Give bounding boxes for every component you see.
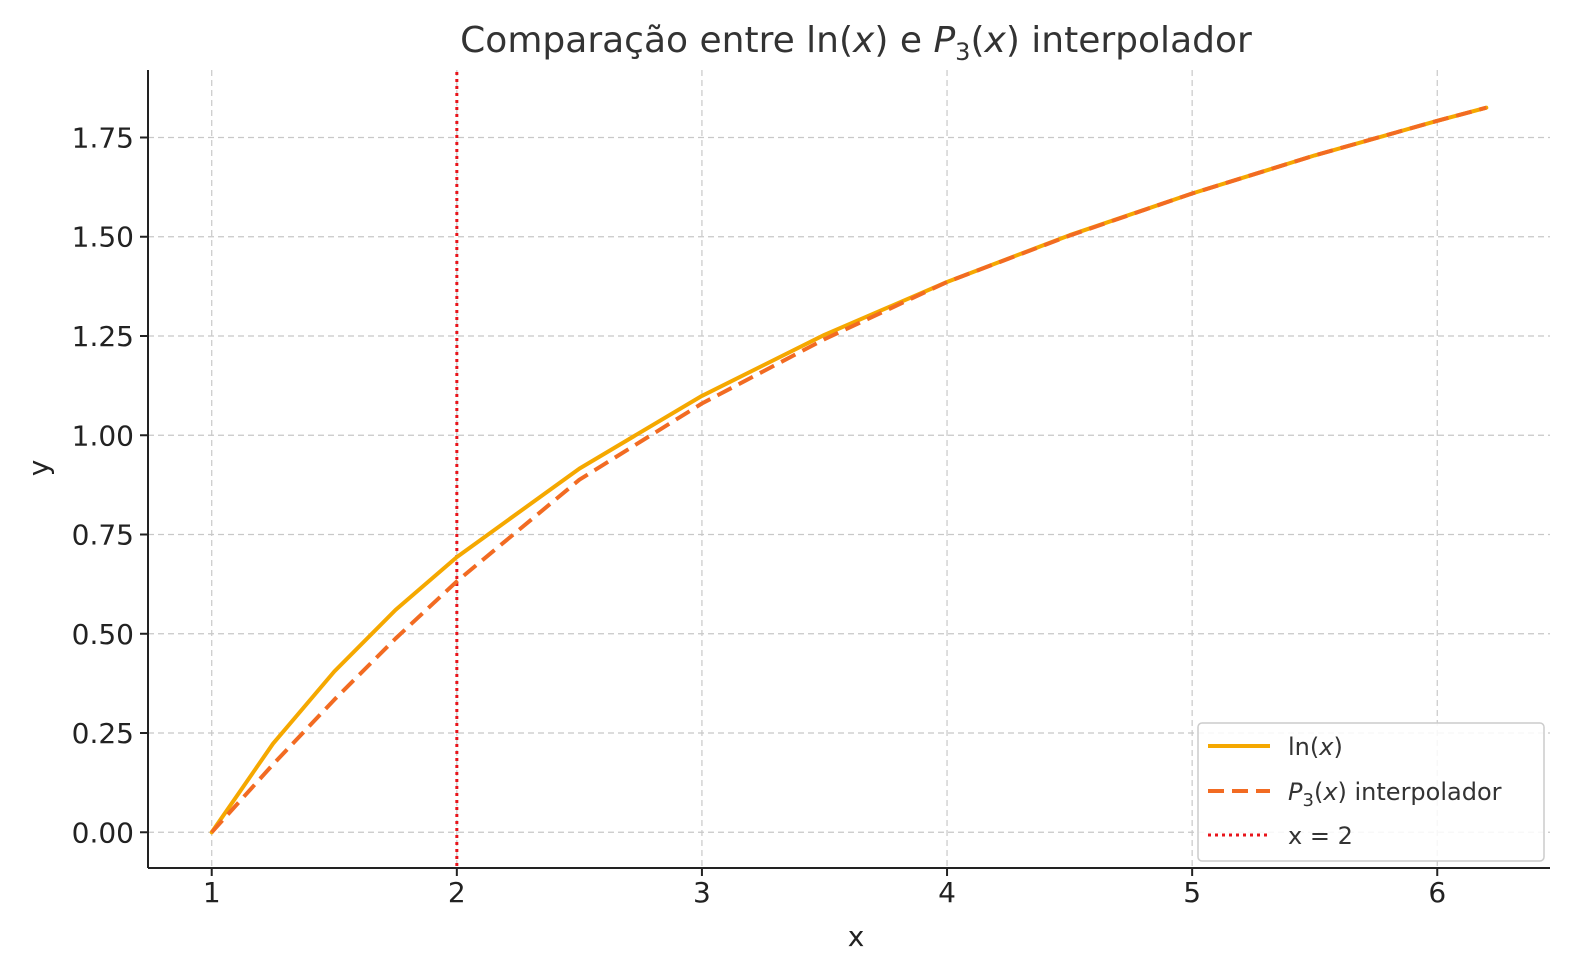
y-tick-label: 0.50 [72,618,134,651]
y-ticks: 0.00 0.25 0.50 0.75 1.00 1.25 1.50 1.75 [72,121,148,849]
y-axis-label: y [22,460,55,477]
y-tick-label: 1.50 [72,221,134,254]
legend-frame [1197,722,1545,862]
legend-label-ln: ln(x) [1288,733,1343,761]
y-tick-label: 0.75 [72,519,134,552]
chart-title: Comparação entre ln(x) e P3(x) interpola… [460,20,1252,66]
x-ticks: 1 2 3 4 5 6 [203,868,1446,909]
x-tick-label: 2 [448,876,466,909]
y-tick-label: 1.25 [72,320,134,353]
series-ln-line [209,105,1489,835]
legend-label-p3: P3(x) interpolador [1288,778,1502,811]
x-tick-label: 4 [938,876,956,909]
x-tick-label: 6 [1428,876,1446,909]
legend: ln(x) P3(x) interpolador x = 2 [1197,722,1545,862]
x-tick-label: 5 [1183,876,1201,909]
x-axis-label: x [848,920,865,953]
y-tick-label: 1.00 [72,419,134,452]
y-tick-label: 0.00 [72,816,134,849]
grid [148,70,1550,868]
x-tick-label: 3 [693,876,711,909]
legend-label-vline: x = 2 [1288,822,1353,850]
x-tick-label: 1 [203,876,221,909]
y-tick-label: 1.75 [72,121,134,154]
series-p3-line [210,105,1487,834]
series-layer [209,72,1489,868]
y-tick-label: 0.25 [72,717,134,750]
